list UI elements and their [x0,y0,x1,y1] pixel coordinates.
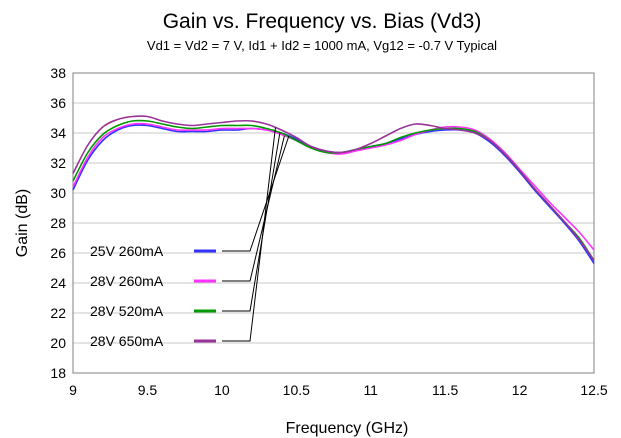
chart-subtitle: Vd1 = Vd2 = 7 V, Id1 + Id2 = 1000 mA, Vg… [147,38,497,53]
plot-area [72,72,595,374]
series-line-2 [72,122,595,251]
x-tick-label: 10 [214,382,230,398]
x-tick-label: 11.5 [432,382,458,398]
x-tick-label: 9 [69,382,77,398]
y-tick-label: 32 [50,155,66,171]
legend-leader-1 [222,135,290,252]
y-tick-label: 38 [50,65,66,81]
series-lines [72,115,595,264]
legend-leader-2 [222,135,285,282]
x-tick-label: 10.5 [283,382,310,398]
x-tick-label: 12 [512,382,528,398]
legend-leader-3 [222,132,281,312]
legend-leader-lines [222,127,290,342]
legend-label-1: 25V 260mA [90,243,164,259]
x-tick-label: 11 [363,382,378,398]
y-tick-label: 28 [50,215,66,231]
legend-leader-4 [222,127,276,342]
legend-label-3: 28V 520mA [90,303,164,319]
chart-title: Gain vs. Frequency vs. Bias (Vd3) [163,10,482,33]
y-tick-label: 26 [50,245,66,261]
x-tick-label: 12.5 [580,382,607,398]
x-axis-label: Frequency (GHz) [286,420,409,437]
y-tick-label: 34 [50,125,66,141]
series-line-3 [72,119,595,261]
x-axis-ticks: 9 9.5 10 10.5 11 11.5 12 12.5 [69,382,608,398]
series-line-4 [72,115,595,261]
x-tick-label: 9.5 [138,382,158,398]
legend: 25V 260mA 28V 260mA 28V 520mA 28V 650mA [90,243,216,349]
y-axis-ticks: 18 20 22 24 26 28 30 32 34 36 38 [50,65,66,381]
y-tick-label: 22 [50,305,66,321]
y-tick-label: 20 [50,335,66,351]
y-tick-label: 30 [50,185,66,201]
y-tick-label: 36 [50,95,66,111]
y-tick-label: 18 [50,365,66,381]
y-tick-label: 24 [50,275,66,291]
legend-label-2: 28V 260mA [90,273,164,289]
y-axis-label: Gain (dB) [14,189,31,257]
legend-label-4: 28V 650mA [90,333,164,349]
